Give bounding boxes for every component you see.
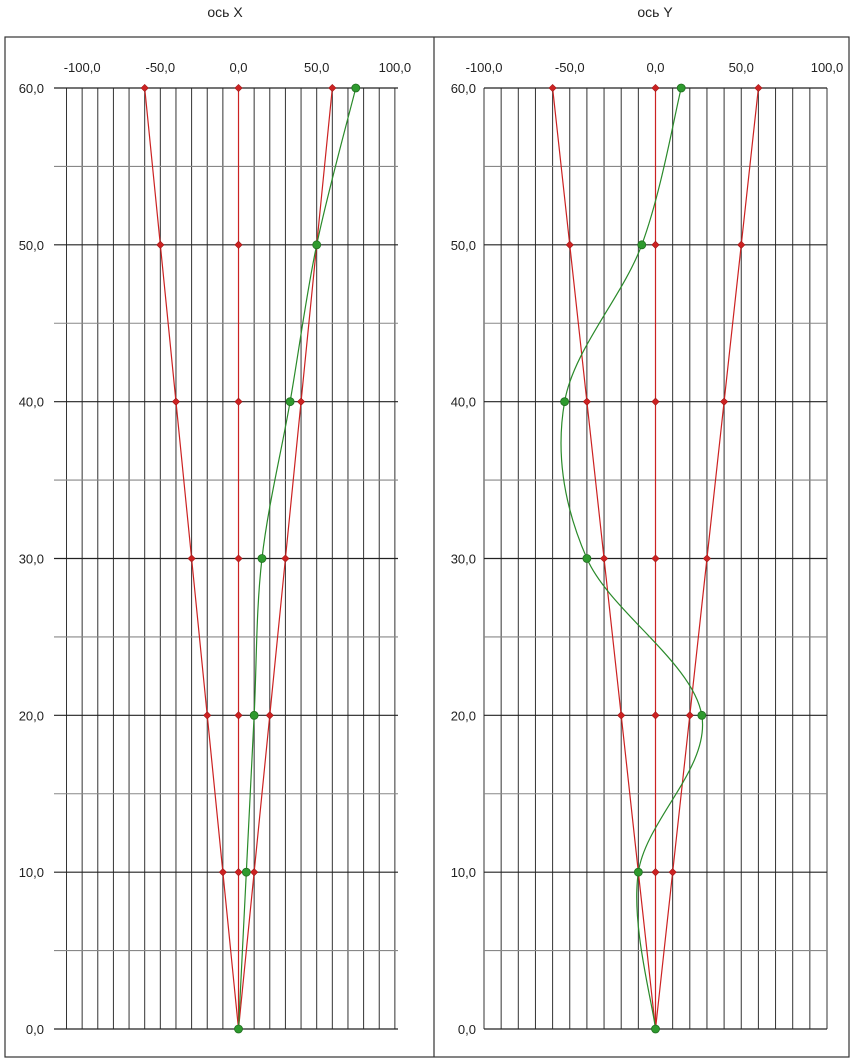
data-point-green xyxy=(241,867,251,877)
data-point-red xyxy=(328,83,337,93)
data-point-red xyxy=(548,83,557,93)
data-point-red xyxy=(187,554,196,563)
data-point-red xyxy=(651,711,660,720)
data-point-red xyxy=(234,554,243,563)
x-tick-label: -50,0 xyxy=(555,60,585,75)
x-tick-label: -50,0 xyxy=(146,60,176,75)
data-point-red xyxy=(281,554,290,563)
data-point-green xyxy=(697,710,707,720)
x-tick-label: 50,0 xyxy=(304,60,329,75)
data-point-red xyxy=(234,240,243,249)
data-point-red xyxy=(297,397,306,406)
data-point-red xyxy=(250,868,259,877)
data-point-red xyxy=(234,397,243,406)
y-tick-label: 50,0 xyxy=(19,238,44,253)
data-point-green xyxy=(312,240,322,250)
data-point-red xyxy=(234,868,243,877)
y-tick-label: 30,0 xyxy=(19,552,44,567)
data-point-red xyxy=(617,711,626,720)
y-tick-label: 60,0 xyxy=(451,81,476,96)
x-tick-label: -100,0 xyxy=(64,60,101,75)
chart-title-axis-y: ось Y xyxy=(637,4,673,20)
data-point-green xyxy=(257,554,267,563)
data-point-green xyxy=(633,867,643,877)
data-point-red xyxy=(156,240,165,249)
data-point-green xyxy=(285,397,295,407)
data-point-red xyxy=(651,397,660,406)
x-tick-label: 0,0 xyxy=(646,60,664,75)
y-tick-label: 40,0 xyxy=(19,395,44,410)
y-tick-label: 0,0 xyxy=(458,1022,476,1037)
y-tick-label: 10,0 xyxy=(19,865,44,880)
data-point-red xyxy=(265,711,274,720)
chart-panel-axis-y: -100,0 -50,0 0,0 50,0 100,0 0,0 10,0 20,0 30,0 40… xyxy=(451,60,844,1037)
data-point-red xyxy=(651,554,660,563)
data-point-red xyxy=(685,711,694,720)
data-point-red xyxy=(218,868,227,877)
chart-title-axis-x: ось X xyxy=(207,4,243,20)
x-tick-label: -100,0 xyxy=(466,60,503,75)
data-point-red xyxy=(702,554,711,563)
data-point-green xyxy=(249,710,259,720)
data-point-red xyxy=(651,240,660,249)
y-tick-label: 30,0 xyxy=(451,552,476,567)
data-point-red xyxy=(737,240,746,249)
y-tick-label: 20,0 xyxy=(19,708,44,723)
outer-frame xyxy=(4,36,850,1058)
data-point-red xyxy=(600,554,609,563)
data-point-green xyxy=(637,240,647,250)
chart-panel-axis-x: -100,0 -50,0 0,0 50,0 100,0 0,0 10,0 20,0 30,0 40… xyxy=(19,60,411,1037)
data-point-green xyxy=(234,1024,243,1034)
y-tick-label: 50,0 xyxy=(451,238,476,253)
data-point-red xyxy=(720,397,729,406)
x-tick-label: 0,0 xyxy=(229,60,247,75)
data-point-green xyxy=(651,1024,660,1034)
data-point-green xyxy=(676,83,686,93)
data-point-red xyxy=(140,83,149,93)
data-point-red xyxy=(234,711,243,720)
y-tick-label: 10,0 xyxy=(451,865,476,880)
data-point-green xyxy=(351,83,361,93)
data-point-red xyxy=(668,868,677,877)
x-tick-label: 100,0 xyxy=(811,60,844,75)
y-tick-label: 40,0 xyxy=(451,395,476,410)
data-point-red xyxy=(754,83,763,93)
data-point-red xyxy=(651,868,660,877)
data-point-green xyxy=(582,554,592,563)
data-point-green xyxy=(560,397,570,407)
x-tick-label: 50,0 xyxy=(729,60,754,75)
y-tick-label: 0,0 xyxy=(26,1022,44,1037)
x-tick-label: 100,0 xyxy=(379,60,412,75)
data-point-red xyxy=(234,83,243,93)
data-point-red xyxy=(171,397,180,406)
data-point-red xyxy=(582,397,591,406)
data-point-red xyxy=(203,711,212,720)
data-point-red xyxy=(565,240,574,249)
data-point-red xyxy=(651,83,660,93)
y-tick-label: 20,0 xyxy=(451,708,476,723)
y-tick-label: 60,0 xyxy=(19,81,44,96)
